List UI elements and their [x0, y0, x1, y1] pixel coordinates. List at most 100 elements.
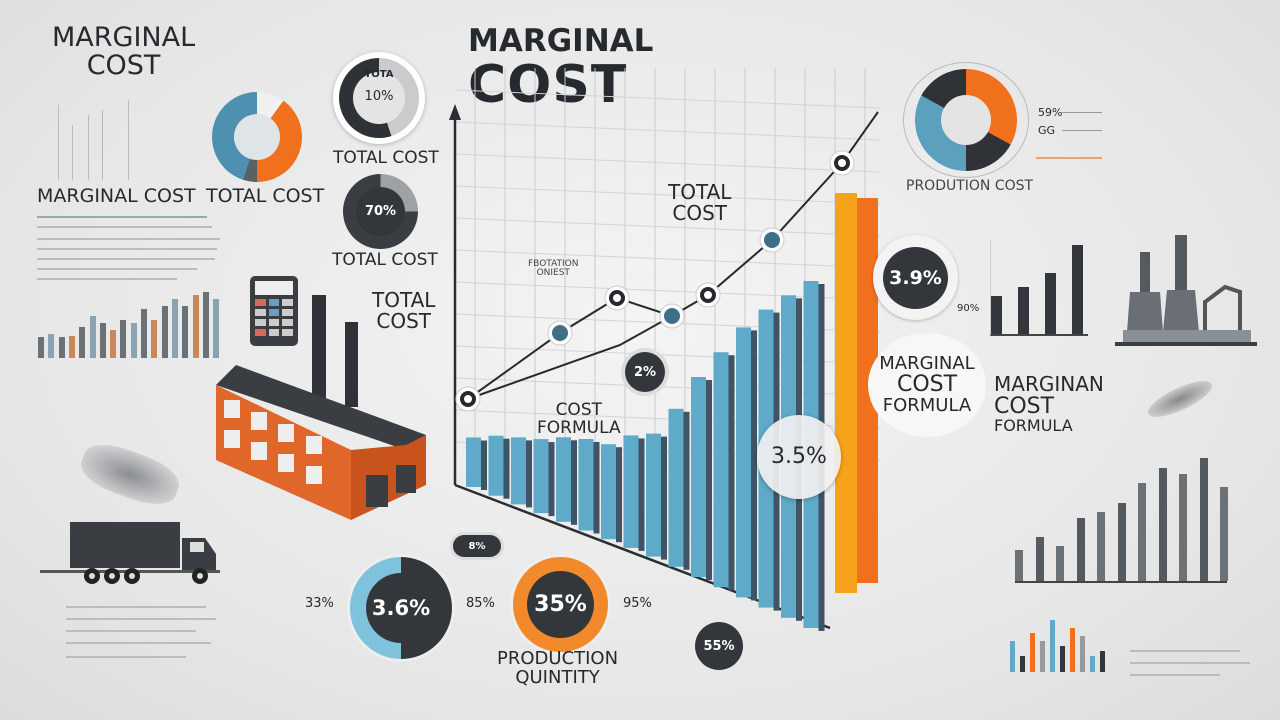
bar	[130, 323, 137, 358]
bar	[556, 437, 571, 522]
left-bar-chart	[38, 288, 224, 358]
cost-formula-label: COST FORMULA	[537, 400, 621, 438]
bar	[48, 333, 55, 358]
bar	[991, 296, 1002, 334]
label-line: FORMULA	[537, 417, 621, 438]
percent-donut: 70%	[343, 174, 418, 249]
percent-value: 85%	[466, 596, 495, 611]
legend-value: GG	[1038, 124, 1056, 137]
bar	[1050, 620, 1055, 672]
bar-side	[526, 440, 532, 508]
total-cost-label: TOTAL COST	[332, 250, 438, 270]
bar	[1018, 287, 1029, 334]
total-cost-chart-label: TOTAL COST	[668, 182, 731, 224]
text-paragraph	[1130, 650, 1250, 690]
bar	[1080, 635, 1085, 672]
bar	[691, 377, 706, 577]
bar	[1070, 627, 1075, 672]
bar	[623, 435, 639, 548]
title-line: MARGINAL	[52, 22, 196, 53]
bar	[1220, 486, 1228, 581]
production-cost-label: PRODUTION COST	[906, 178, 1034, 194]
percent-value: 33%	[305, 596, 334, 611]
bar	[38, 337, 44, 358]
truck-icon	[40, 520, 220, 586]
ring-value: 10%	[364, 89, 394, 104]
bar	[1045, 272, 1056, 334]
bar	[466, 437, 481, 487]
bar	[120, 319, 127, 358]
marginal-cost-label: MARGINAL COST	[37, 185, 196, 207]
grid-line	[454, 121, 881, 141]
marginal-cost-line	[467, 315, 673, 400]
percent-value: 3.6%	[366, 573, 436, 643]
bar	[601, 444, 616, 540]
label-line: PRODUCTION	[497, 648, 619, 669]
data-point-center	[838, 159, 846, 167]
factory-icon	[216, 360, 426, 520]
percent-badge: 55%	[695, 622, 743, 670]
cost-donut-chart	[212, 92, 302, 182]
bar	[1056, 545, 1064, 581]
percent-value: 3.9%	[883, 247, 948, 309]
bar-side	[548, 442, 555, 517]
label-line: TOTAL	[668, 180, 732, 204]
bar	[1015, 549, 1023, 581]
label-line: FORMULA	[994, 416, 1073, 436]
chimney-icon	[312, 295, 326, 405]
bar-side	[661, 436, 667, 560]
right-bottom-bar-chart	[1015, 455, 1228, 583]
bar	[99, 323, 106, 358]
marginal-cost-formula-badge: MARGINAL COST FORMULA	[868, 333, 986, 437]
bar-side	[751, 330, 757, 601]
percent-value: 70%	[356, 187, 405, 236]
data-point-center	[704, 291, 712, 299]
bar	[1076, 518, 1085, 581]
bar	[192, 295, 199, 358]
bar	[713, 352, 729, 588]
ring-title: TOTA	[364, 69, 394, 80]
total-cost-label: TOTAL COST	[372, 290, 435, 332]
bar	[1010, 640, 1015, 672]
bar	[533, 439, 549, 514]
calculator-icon	[250, 276, 298, 346]
bar	[202, 291, 209, 358]
bar	[161, 305, 168, 358]
bar	[1060, 646, 1065, 672]
percent-value: 95%	[623, 596, 652, 611]
production-quantity-label: PRODUCTION QUINTITY	[497, 648, 619, 688]
axis-arrow-icon	[449, 104, 461, 120]
label-line: COST	[555, 400, 602, 420]
bar	[1158, 467, 1167, 581]
label-line: FBOTATION	[528, 259, 579, 269]
bar	[79, 326, 86, 358]
bar	[488, 435, 504, 496]
bar	[1179, 473, 1187, 581]
flotation-label: FBOTATION ONIEST	[528, 259, 579, 279]
label-line: ONIEST	[536, 268, 570, 279]
bar-side	[593, 442, 600, 534]
label-line: COST	[672, 201, 728, 225]
factory-tower-icon	[1115, 232, 1257, 348]
bar	[68, 335, 75, 358]
bar	[736, 327, 751, 598]
bar	[58, 337, 65, 358]
bar	[1117, 502, 1126, 581]
percent-value: 35%	[527, 571, 594, 638]
data-point-center	[613, 294, 621, 302]
title-line: COST	[468, 54, 628, 115]
bar	[1100, 651, 1105, 672]
percent-badge: 2%	[625, 352, 665, 392]
bar	[141, 309, 147, 358]
center-title: MARGINAL COST	[468, 25, 653, 112]
bar-side	[571, 440, 577, 525]
bar	[1035, 536, 1044, 581]
percent-badge: 3.5%	[757, 415, 841, 499]
bar	[110, 330, 117, 358]
bar	[1030, 633, 1035, 672]
data-point	[764, 232, 780, 248]
marginan-formula-label: MARGINAN COST FORMULA	[994, 374, 1104, 435]
small-bar-chart	[1010, 620, 1115, 672]
bar	[1020, 656, 1025, 672]
orange-bar	[835, 193, 857, 593]
